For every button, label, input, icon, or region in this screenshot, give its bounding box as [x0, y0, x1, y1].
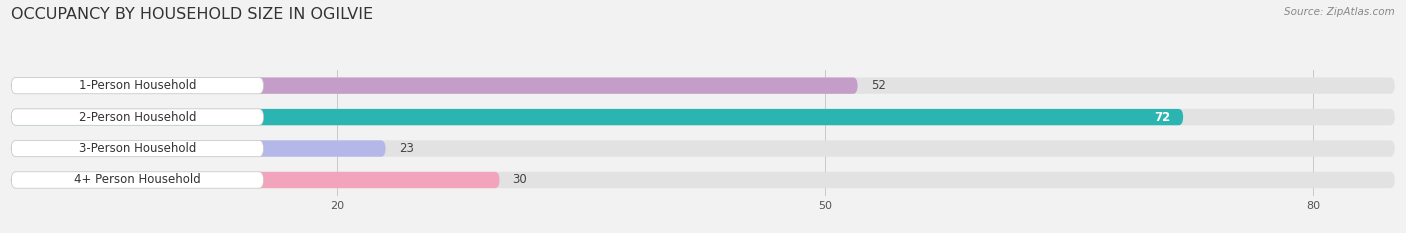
FancyBboxPatch shape [11, 109, 263, 125]
FancyBboxPatch shape [11, 172, 263, 188]
FancyBboxPatch shape [11, 109, 1395, 125]
Text: 1-Person Household: 1-Person Household [79, 79, 197, 92]
FancyBboxPatch shape [11, 77, 1395, 94]
FancyBboxPatch shape [11, 172, 1395, 188]
FancyBboxPatch shape [11, 140, 263, 157]
Text: Source: ZipAtlas.com: Source: ZipAtlas.com [1284, 7, 1395, 17]
Text: 2-Person Household: 2-Person Household [79, 111, 197, 123]
FancyBboxPatch shape [11, 77, 858, 94]
Text: 52: 52 [870, 79, 886, 92]
FancyBboxPatch shape [11, 109, 1184, 125]
Text: OCCUPANCY BY HOUSEHOLD SIZE IN OGILVIE: OCCUPANCY BY HOUSEHOLD SIZE IN OGILVIE [11, 7, 374, 22]
Text: 30: 30 [513, 174, 527, 186]
Text: 23: 23 [399, 142, 413, 155]
Text: 3-Person Household: 3-Person Household [79, 142, 195, 155]
FancyBboxPatch shape [11, 172, 499, 188]
Text: 72: 72 [1154, 111, 1170, 123]
Text: 4+ Person Household: 4+ Person Household [75, 174, 201, 186]
FancyBboxPatch shape [11, 77, 263, 94]
FancyBboxPatch shape [11, 140, 385, 157]
FancyBboxPatch shape [11, 140, 1395, 157]
